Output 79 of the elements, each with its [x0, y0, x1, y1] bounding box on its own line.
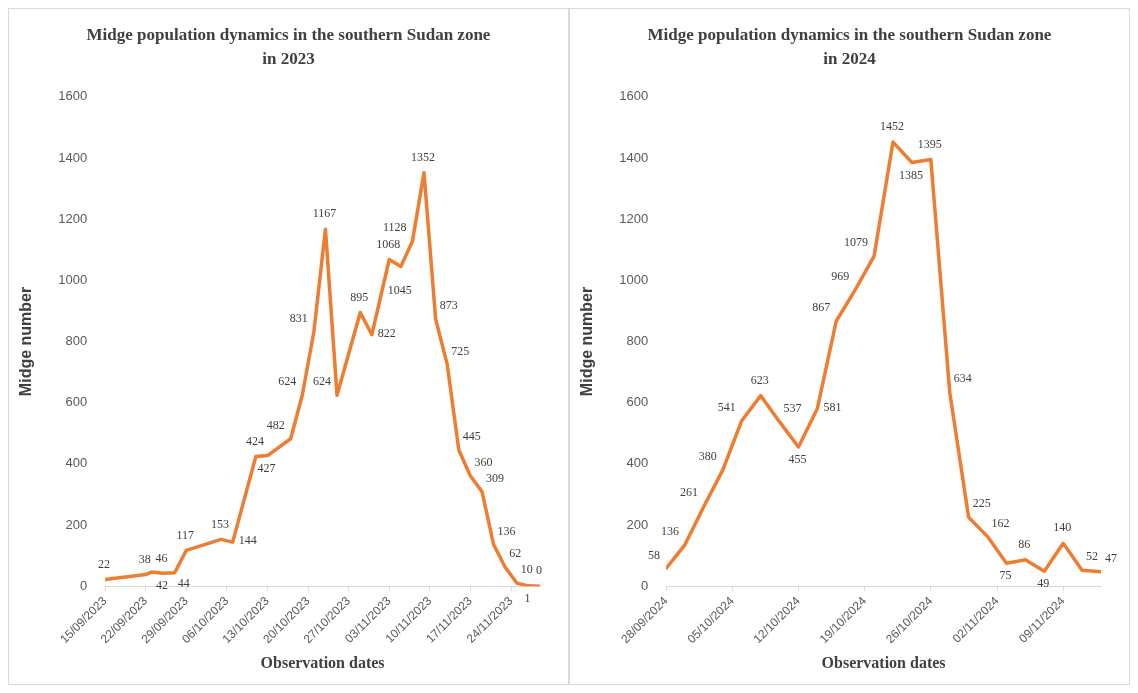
data-label: 380 [698, 449, 717, 464]
data-label: 969 [831, 268, 850, 283]
data-label: 162 [991, 515, 1010, 530]
data-label: 42 [156, 578, 169, 593]
data-label: 634 [953, 371, 972, 386]
y-tick-label: 0 [79, 577, 88, 593]
data-label: 52 [1086, 549, 1099, 564]
y-tick-label: 1600 [619, 88, 649, 104]
data-label: 455 [788, 452, 807, 467]
y-tick-label: 1400 [619, 149, 649, 165]
data-label: 1128 [382, 220, 407, 235]
y-tick-label: 800 [65, 333, 88, 349]
data-label: 86 [1018, 537, 1031, 551]
y-tick-label: 600 [626, 394, 649, 410]
data-label: 144 [238, 533, 257, 548]
x-axis-title: Observation dates [821, 653, 946, 671]
y-tick-label: 1000 [58, 271, 88, 287]
data-label: 581 [823, 399, 842, 414]
y-tick-label: 1400 [58, 149, 88, 165]
data-label: 482 [266, 417, 285, 432]
y-axis-title: Midge number [17, 286, 35, 397]
data-label: 541 [717, 399, 736, 414]
y-tick-label: 600 [65, 394, 88, 410]
data-label: 623 [750, 372, 769, 387]
y-tick-label: 0 [640, 577, 649, 593]
data-label: 1452 [880, 119, 905, 134]
data-label: 445 [462, 429, 481, 444]
y-tick-label: 1000 [619, 271, 649, 287]
data-label: 1 [524, 591, 531, 605]
data-label: 62 [509, 546, 522, 561]
chart-title: Midge population dynamics in the southern Sudan zone in 2023 [85, 24, 492, 70]
data-label: 153 [211, 516, 230, 531]
data-label: 117 [176, 527, 195, 542]
data-label: 873 [439, 298, 458, 313]
data-label: 44 [177, 575, 190, 590]
data-label: 822 [377, 325, 396, 340]
data-label: 1385 [898, 167, 923, 182]
y-axis-title: Midge number [578, 286, 596, 397]
data-label: 424 [245, 433, 264, 448]
data-label: 136 [661, 523, 680, 538]
data-label: 1395 [917, 136, 942, 151]
y-tick-label: 400 [65, 455, 88, 471]
data-label: 0 [536, 563, 542, 578]
data-label: 136 [497, 523, 516, 538]
data-label: 22 [98, 556, 111, 571]
data-label: 624 [313, 374, 332, 389]
data-label: 427 [257, 460, 276, 475]
data-label: 895 [350, 289, 369, 304]
data-label: 38 [138, 551, 151, 566]
data-label: 46 [155, 551, 168, 566]
data-label: 1045 [387, 282, 412, 297]
data-label: 867 [812, 300, 831, 315]
data-label: 1352 [411, 149, 436, 164]
data-label: 140 [1053, 520, 1072, 535]
y-tick-label: 1200 [619, 210, 649, 226]
data-label: 225 [972, 496, 991, 511]
data-label: 10 [520, 562, 533, 577]
data-label: 1167 [312, 206, 337, 221]
y-tick-label: 1200 [58, 210, 88, 226]
data-label: 58 [648, 547, 661, 562]
data-label: 360 [474, 455, 493, 470]
data-label: 47 [1105, 550, 1117, 565]
chart-title: Midge population dynamics in the southern Sudan zone in 2024 [646, 24, 1053, 70]
data-label: 537 [783, 401, 802, 416]
y-tick-label: 800 [626, 333, 649, 349]
y-tick-label: 200 [626, 516, 649, 532]
data-label: 624 [278, 374, 297, 389]
data-label: 1068 [376, 236, 401, 251]
data-label: 831 [289, 311, 308, 326]
y-tick-label: 200 [65, 516, 88, 532]
data-label: 725 [451, 343, 470, 358]
y-tick-label: 1600 [58, 88, 88, 104]
data-label: 309 [486, 470, 505, 485]
data-label: 75 [999, 568, 1012, 583]
y-tick-label: 400 [626, 455, 649, 471]
data-label: 261 [679, 485, 698, 500]
data-label: 1079 [844, 235, 869, 250]
data-label: 49 [1037, 576, 1050, 591]
x-axis-title: Observation dates [260, 653, 385, 671]
